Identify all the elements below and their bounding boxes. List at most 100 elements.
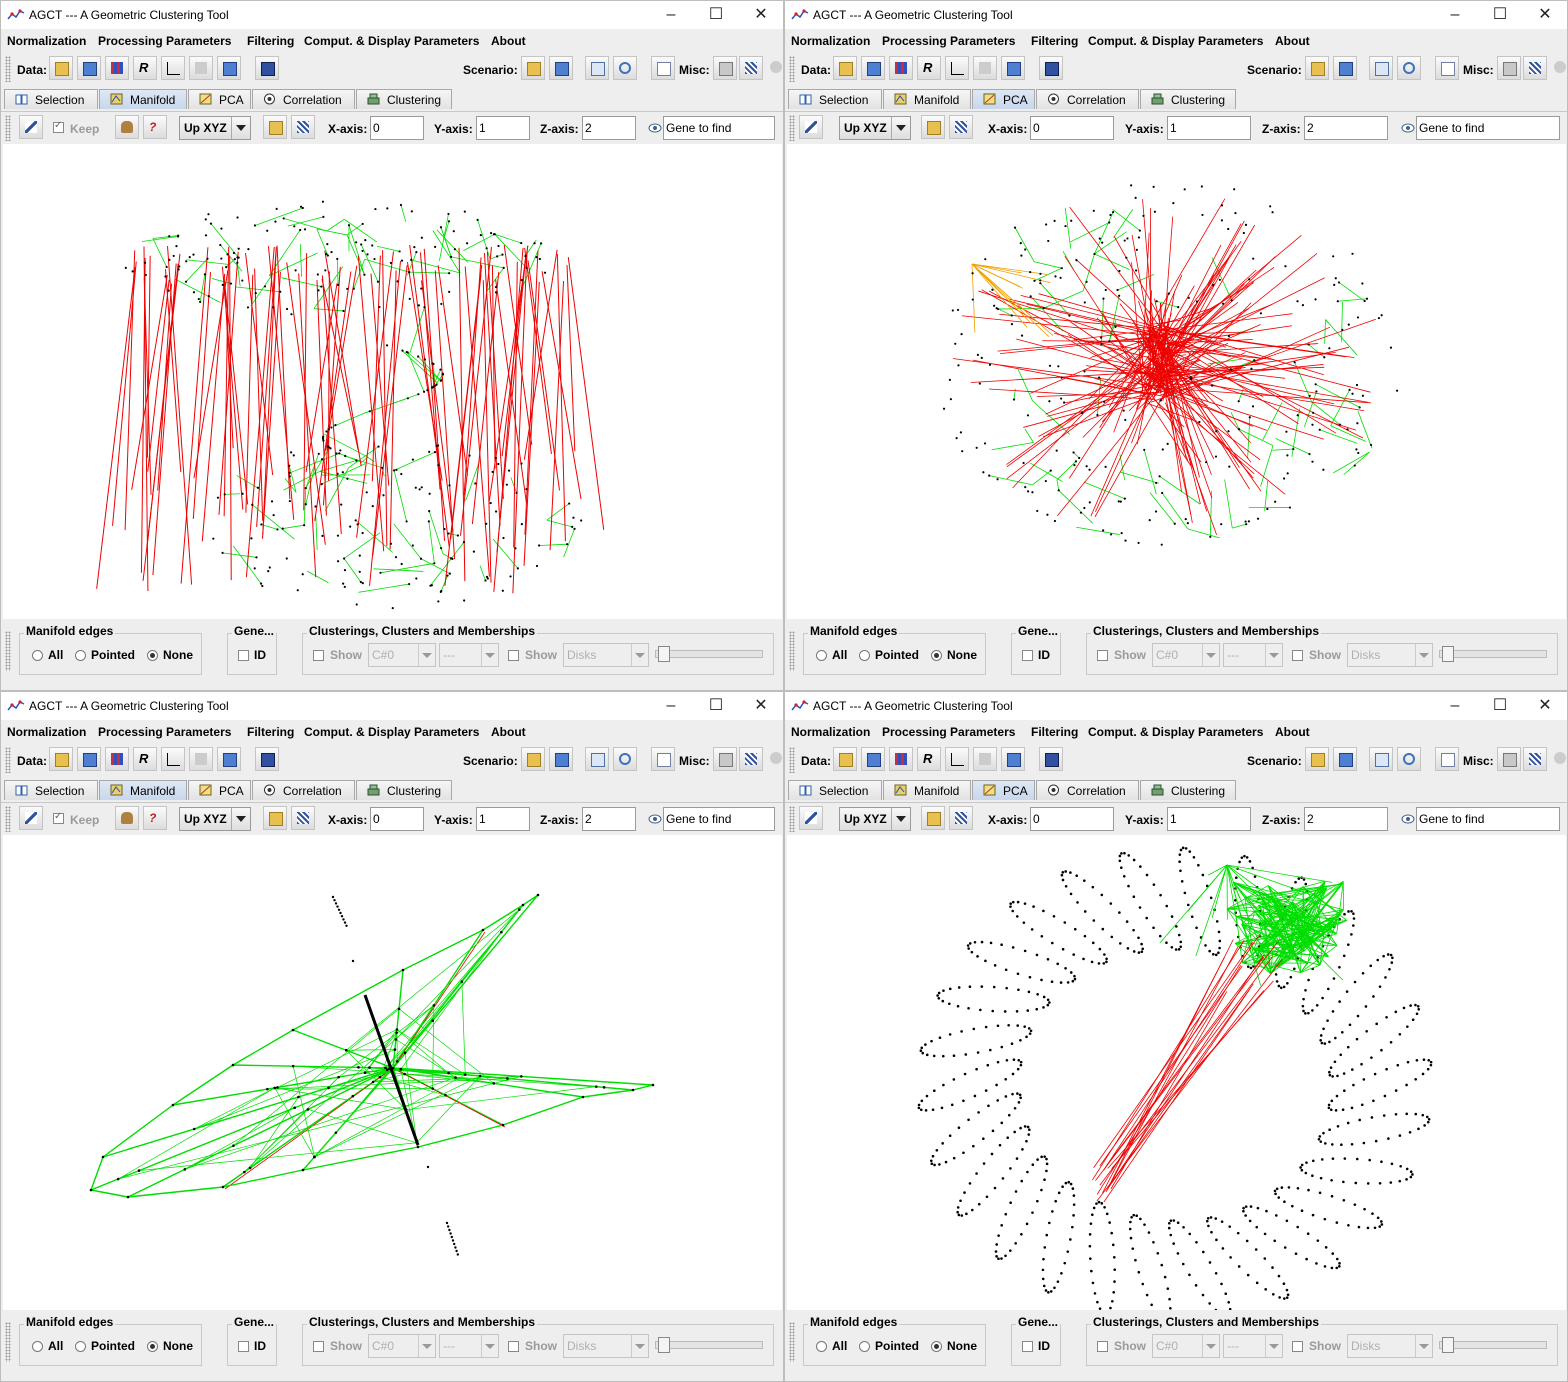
maximize-icon[interactable]: ☐ [1492, 697, 1508, 714]
save-data-button[interactable] [861, 56, 885, 80]
edges-all-radio[interactable] [816, 650, 827, 661]
toolbar-grip[interactable] [789, 56, 795, 82]
tab-pca[interactable]: PCA [188, 780, 251, 800]
tab-correlation[interactable]: Correlation [252, 89, 355, 109]
close-icon[interactable]: ✕ [754, 6, 768, 23]
load-data-button[interactable] [49, 747, 73, 771]
view-grid-button[interactable] [949, 115, 973, 139]
edges-all-radio[interactable] [32, 1341, 43, 1352]
chevron-down-icon[interactable] [1265, 1335, 1282, 1357]
save-as-button[interactable] [1001, 56, 1025, 80]
toolbar-grip[interactable] [5, 56, 11, 82]
chevron-down-icon[interactable] [481, 1335, 498, 1357]
scenario-search-button[interactable] [1397, 56, 1421, 80]
menu-filtering[interactable]: Filtering [247, 34, 295, 48]
gene-search-input[interactable]: Gene to find [663, 116, 775, 140]
membership-combo[interactable]: --- [1223, 1334, 1283, 1358]
menu-about[interactable]: About [1275, 725, 1310, 739]
load-scenario-button[interactable] [1305, 747, 1329, 771]
save-data-button[interactable] [861, 747, 885, 771]
edges-pointed-radio[interactable] [859, 1341, 870, 1352]
minimize-icon[interactable]: – [666, 6, 676, 23]
disks-combo[interactable]: Disks [1347, 643, 1433, 667]
load-scenario-button[interactable] [1305, 56, 1329, 80]
bottom-grip[interactable] [5, 631, 11, 671]
view-mode-combo[interactable]: Up XYZ [179, 807, 251, 831]
save-as-button[interactable] [1001, 747, 1025, 771]
z-axis-input[interactable]: 2 [582, 116, 636, 140]
load-view-button[interactable] [263, 806, 287, 830]
cluster-combo[interactable]: C#0 [368, 1334, 436, 1358]
menu-comput-display-parameters[interactable]: Comput. & Display Parameters [304, 725, 480, 739]
scenario-edit-button[interactable] [1435, 747, 1459, 771]
show-disks-checkbox[interactable] [508, 1341, 519, 1352]
bottom-grip[interactable] [789, 1322, 795, 1362]
minimize-icon[interactable]: – [1450, 6, 1460, 23]
membership-combo[interactable]: --- [439, 643, 499, 667]
view-mode-combo[interactable]: Up XYZ [839, 807, 911, 831]
show-clusters-checkbox[interactable] [1097, 1341, 1108, 1352]
edges-pointed-radio[interactable] [859, 650, 870, 661]
person-tool-button[interactable] [115, 115, 139, 139]
tab-pca[interactable]: PCA [972, 780, 1035, 800]
tab-correlation[interactable]: Correlation [252, 780, 355, 800]
show-clusters-checkbox[interactable] [313, 650, 324, 661]
disks-combo[interactable]: Disks [563, 1334, 649, 1358]
save-data-button[interactable] [77, 747, 101, 771]
chevron-down-icon[interactable] [418, 644, 435, 666]
menu-comput-display-parameters[interactable]: Comput. & Display Parameters [304, 34, 480, 48]
visualization-canvas[interactable] [3, 835, 782, 1310]
web-button[interactable] [255, 56, 279, 80]
heatmap-button[interactable] [889, 747, 913, 771]
menu-comput-display-parameters[interactable]: Comput. & Display Parameters [1088, 34, 1264, 48]
tab-selection[interactable]: Selection [788, 89, 882, 109]
minimize-icon[interactable]: – [1450, 697, 1460, 714]
scenario-script-button[interactable] [1369, 56, 1393, 80]
save-data-button[interactable] [77, 56, 101, 80]
edges-none-radio[interactable] [931, 650, 942, 661]
edges-pointed-radio[interactable] [75, 650, 86, 661]
y-axis-input[interactable]: 1 [476, 807, 530, 831]
keep-checkbox[interactable] [53, 811, 64, 824]
disabled-tool-button[interactable] [189, 747, 213, 771]
chevron-down-icon[interactable] [631, 644, 648, 666]
menu-processing-parameters[interactable]: Processing Parameters [882, 725, 1016, 739]
chevron-down-icon[interactable] [481, 644, 498, 666]
save-scenario-button[interactable] [549, 747, 573, 771]
menu-filtering[interactable]: Filtering [247, 725, 295, 739]
id-checkbox[interactable] [238, 1341, 249, 1352]
z-axis-input[interactable]: 2 [582, 807, 636, 831]
chevron-down-icon[interactable] [1202, 644, 1219, 666]
tab-clustering[interactable]: Clustering [356, 89, 452, 109]
chevron-down-icon[interactable] [1415, 644, 1432, 666]
chevron-down-icon[interactable] [891, 117, 910, 139]
person-tool-button[interactable] [115, 806, 139, 830]
id-checkbox[interactable] [1022, 1341, 1033, 1352]
visualization-canvas[interactable] [787, 835, 1566, 1310]
scenario-script-button[interactable] [1369, 747, 1393, 771]
heatmap-button[interactable] [889, 56, 913, 80]
membership-slider[interactable] [655, 646, 763, 662]
keep-checkbox[interactable] [53, 120, 64, 133]
slider-knob[interactable] [1442, 1337, 1454, 1353]
trash-button[interactable] [1497, 747, 1521, 771]
controlbar-grip[interactable] [5, 115, 11, 141]
load-scenario-button[interactable] [521, 747, 545, 771]
tab-clustering[interactable]: Clustering [356, 780, 452, 800]
chevron-down-icon[interactable] [231, 117, 250, 139]
busy-button[interactable] [765, 747, 783, 771]
menu-about[interactable]: About [491, 725, 526, 739]
maximize-icon[interactable]: ☐ [1492, 6, 1508, 23]
slider-knob[interactable] [658, 1337, 670, 1353]
menu-about[interactable]: About [491, 34, 526, 48]
show-clusters-checkbox[interactable] [313, 1341, 324, 1352]
busy-button[interactable] [765, 56, 783, 80]
x-axis-input[interactable]: 0 [370, 807, 424, 831]
slider-knob[interactable] [1442, 646, 1454, 662]
show-disks-checkbox[interactable] [1292, 1341, 1303, 1352]
save-as-button[interactable] [217, 56, 241, 80]
grid-button[interactable] [1523, 747, 1547, 771]
edges-all-radio[interactable] [32, 650, 43, 661]
tab-correlation[interactable]: Correlation [1036, 780, 1139, 800]
chevron-down-icon[interactable] [1202, 1335, 1219, 1357]
